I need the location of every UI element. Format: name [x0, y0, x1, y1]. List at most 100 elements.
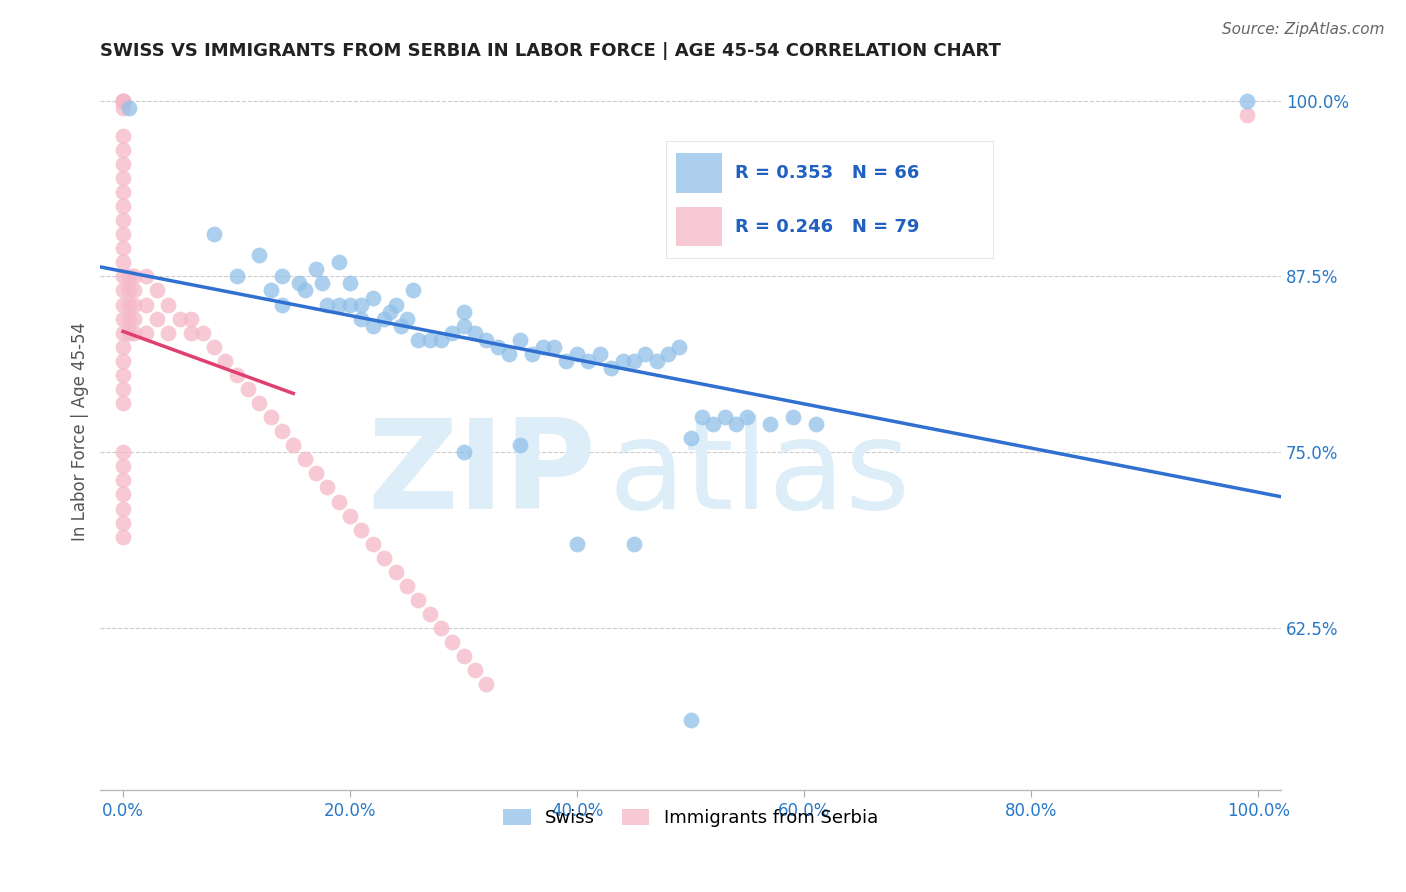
Point — [328, 255, 350, 269]
Point — [112, 94, 135, 108]
Point — [486, 340, 509, 354]
Point — [247, 396, 270, 410]
Point — [361, 318, 384, 333]
Point — [112, 213, 135, 227]
Text: ZIP: ZIP — [367, 414, 596, 534]
Point — [112, 501, 135, 516]
Point — [339, 297, 361, 311]
Point — [118, 284, 141, 298]
Point — [361, 291, 384, 305]
Point — [112, 396, 135, 410]
Point — [124, 326, 146, 340]
Point — [453, 649, 475, 664]
Point — [247, 248, 270, 262]
Point — [112, 530, 135, 544]
Point — [419, 333, 441, 347]
Point — [124, 269, 146, 284]
Point — [305, 262, 328, 277]
Point — [475, 333, 498, 347]
Point — [657, 347, 679, 361]
Point — [294, 452, 316, 467]
Point — [112, 170, 135, 185]
Point — [384, 297, 406, 311]
Point — [430, 333, 453, 347]
Point — [453, 445, 475, 459]
Point — [373, 550, 395, 565]
Point — [135, 269, 157, 284]
Point — [384, 565, 406, 579]
Point — [236, 382, 259, 396]
Point — [112, 199, 135, 213]
Point — [112, 128, 135, 143]
Point — [112, 340, 135, 354]
Point — [112, 227, 135, 242]
Text: atlas: atlas — [607, 414, 910, 534]
Point — [112, 185, 135, 199]
Point — [737, 410, 759, 425]
Point — [441, 635, 464, 649]
Point — [401, 284, 423, 298]
Point — [225, 269, 247, 284]
Point — [475, 677, 498, 691]
Point — [112, 516, 135, 530]
Point — [350, 297, 373, 311]
Point — [373, 311, 395, 326]
Point — [702, 417, 724, 431]
Point — [498, 347, 520, 361]
Legend: Swiss, Immigrants from Serbia: Swiss, Immigrants from Serbia — [496, 802, 884, 835]
Point — [288, 277, 311, 291]
Point — [361, 537, 384, 551]
Point — [441, 326, 464, 340]
Point — [225, 368, 247, 382]
Bar — [676, 207, 721, 246]
Bar — [676, 153, 721, 193]
Point — [294, 284, 316, 298]
Point — [419, 607, 441, 621]
Point — [214, 354, 236, 368]
Point — [118, 101, 141, 115]
Point — [531, 340, 554, 354]
Point — [157, 326, 180, 340]
Point — [311, 277, 333, 291]
Point — [645, 354, 668, 368]
Y-axis label: In Labor Force | Age 45-54: In Labor Force | Age 45-54 — [72, 322, 89, 541]
Point — [453, 304, 475, 318]
Point — [202, 227, 225, 242]
Point — [259, 284, 281, 298]
Point — [395, 311, 418, 326]
Point — [135, 297, 157, 311]
Point — [395, 579, 418, 593]
Point — [146, 284, 169, 298]
Point — [464, 663, 486, 677]
Point — [453, 318, 475, 333]
Point — [430, 621, 453, 635]
Point — [259, 410, 281, 425]
Point — [668, 340, 690, 354]
Point — [713, 410, 735, 425]
Point — [271, 269, 294, 284]
Point — [283, 438, 305, 452]
Point — [112, 474, 135, 488]
Point — [328, 297, 350, 311]
Point — [112, 101, 135, 115]
Point — [600, 360, 623, 375]
Point — [112, 487, 135, 501]
Point — [146, 311, 169, 326]
Point — [180, 326, 202, 340]
Point — [543, 340, 565, 354]
Point — [112, 326, 135, 340]
Text: Source: ZipAtlas.com: Source: ZipAtlas.com — [1222, 22, 1385, 37]
Point — [623, 537, 645, 551]
Text: R = 0.246   N = 79: R = 0.246 N = 79 — [735, 218, 920, 235]
Point — [554, 354, 576, 368]
Point — [112, 269, 135, 284]
Text: SWISS VS IMMIGRANTS FROM SERBIA IN LABOR FORCE | AGE 45-54 CORRELATION CHART: SWISS VS IMMIGRANTS FROM SERBIA IN LABOR… — [100, 42, 1001, 60]
Point — [112, 368, 135, 382]
Point — [112, 94, 135, 108]
Point — [118, 297, 141, 311]
Point — [124, 297, 146, 311]
Point — [191, 326, 214, 340]
Point — [135, 326, 157, 340]
Point — [690, 410, 713, 425]
Point — [305, 467, 328, 481]
